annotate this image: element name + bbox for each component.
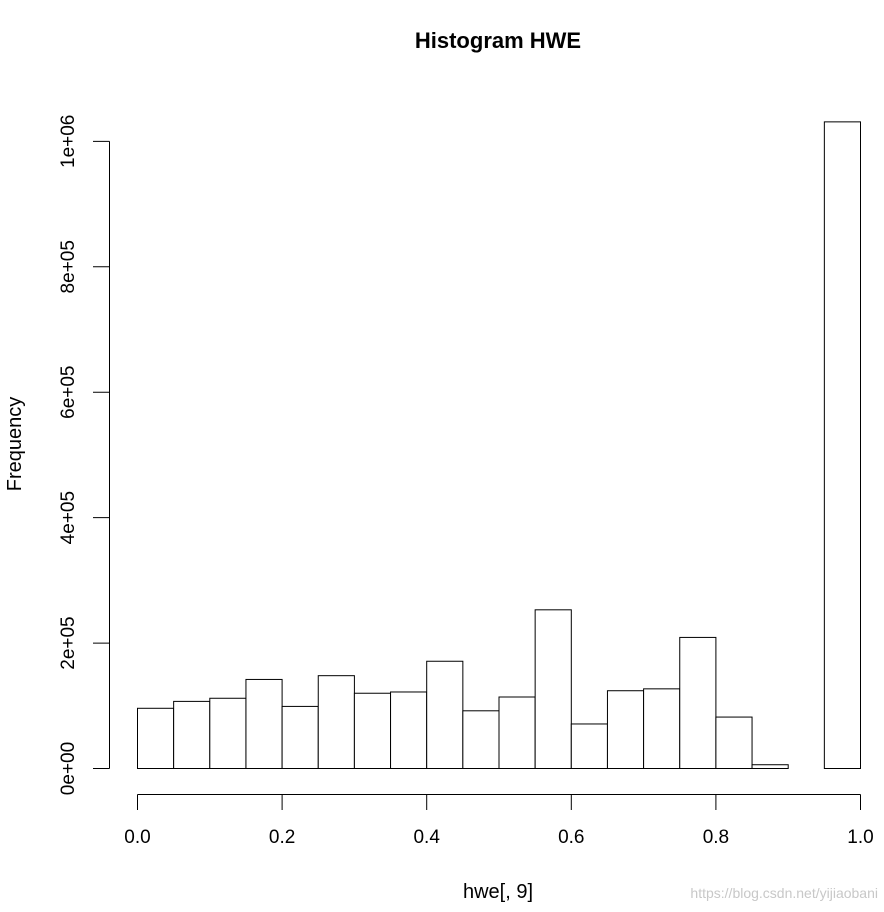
y-tick-label: 2e+05 xyxy=(58,616,79,669)
x-tick-label: 0.2 xyxy=(269,827,295,848)
histogram-bar xyxy=(137,707,175,769)
x-tick-label: 1.0 xyxy=(847,827,873,848)
x-tick-label: 0.6 xyxy=(558,827,584,848)
y-axis: 0e+00 2e+05 4e+05 6e+05 8e+05 1e+06 xyxy=(58,115,110,795)
x-tick-label: 0.8 xyxy=(703,827,729,848)
histogram-bar xyxy=(281,705,319,769)
histogram-bar xyxy=(245,678,283,769)
histogram-bar xyxy=(498,696,536,769)
y-tick-label: 6e+05 xyxy=(58,366,79,419)
histogram-bar xyxy=(534,609,572,769)
histogram-bar xyxy=(643,688,681,769)
histogram-bar xyxy=(390,691,428,769)
histogram-bar xyxy=(679,636,717,769)
histogram-bar xyxy=(317,675,355,769)
x-axis: 0.0 0.2 0.4 0.6 0.8 1.0 xyxy=(124,794,874,848)
x-axis-label: hwe[, 9] xyxy=(463,881,533,903)
histogram-bar xyxy=(209,697,247,770)
x-tick-label: 0.0 xyxy=(124,827,150,848)
y-tick-label: 4e+05 xyxy=(58,491,79,544)
histogram-bar xyxy=(462,710,500,769)
histogram-bar xyxy=(751,764,789,769)
y-tick-label: 0e+00 xyxy=(58,742,79,795)
chart-title: Histogram HWE xyxy=(415,28,581,53)
y-tick-label: 1e+06 xyxy=(58,115,79,168)
histogram-bar xyxy=(823,121,861,770)
bars-group xyxy=(137,121,861,770)
histogram-bar xyxy=(570,723,608,769)
y-tick-label: 8e+05 xyxy=(58,240,79,293)
x-tick-label: 0.4 xyxy=(413,827,440,848)
histogram-bar xyxy=(173,700,211,770)
histogram-bar xyxy=(426,660,464,769)
histogram-bar xyxy=(606,690,645,769)
y-axis-label: Frequency xyxy=(4,397,26,492)
histogram-bar xyxy=(715,716,753,770)
watermark: https://blog.csdn.net/yijiaobani xyxy=(690,885,878,901)
histogram-bar xyxy=(353,692,392,769)
